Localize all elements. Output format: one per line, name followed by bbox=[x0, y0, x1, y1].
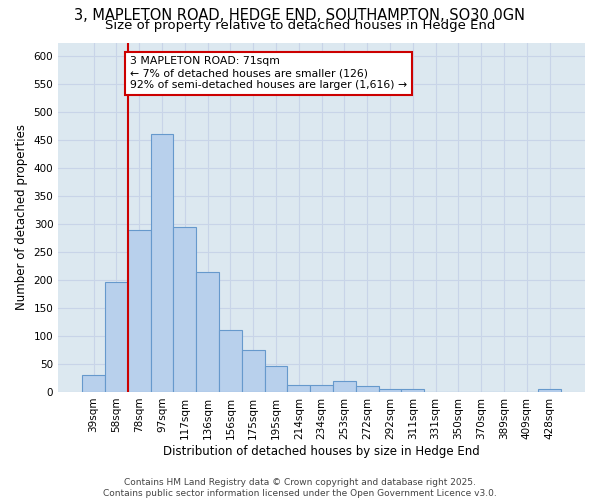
Text: 3, MAPLETON ROAD, HEDGE END, SOUTHAMPTON, SO30 0GN: 3, MAPLETON ROAD, HEDGE END, SOUTHAMPTON… bbox=[74, 8, 526, 22]
Text: Size of property relative to detached houses in Hedge End: Size of property relative to detached ho… bbox=[105, 18, 495, 32]
Bar bbox=[242, 350, 265, 392]
Bar bbox=[219, 330, 242, 392]
Bar bbox=[128, 230, 151, 392]
Text: Contains HM Land Registry data © Crown copyright and database right 2025.
Contai: Contains HM Land Registry data © Crown c… bbox=[103, 478, 497, 498]
Text: 3 MAPLETON ROAD: 71sqm
← 7% of detached houses are smaller (126)
92% of semi-det: 3 MAPLETON ROAD: 71sqm ← 7% of detached … bbox=[130, 56, 407, 90]
Bar bbox=[173, 227, 196, 392]
Bar bbox=[356, 386, 379, 392]
Bar bbox=[538, 389, 561, 392]
Bar bbox=[310, 384, 333, 392]
Bar bbox=[82, 375, 105, 392]
Y-axis label: Number of detached properties: Number of detached properties bbox=[15, 124, 28, 310]
Bar bbox=[287, 384, 310, 392]
Bar bbox=[105, 282, 128, 392]
Bar bbox=[401, 389, 424, 392]
Bar bbox=[333, 381, 356, 392]
Bar bbox=[151, 134, 173, 392]
Bar bbox=[196, 272, 219, 392]
X-axis label: Distribution of detached houses by size in Hedge End: Distribution of detached houses by size … bbox=[163, 444, 480, 458]
Bar bbox=[379, 389, 401, 392]
Bar bbox=[265, 366, 287, 392]
